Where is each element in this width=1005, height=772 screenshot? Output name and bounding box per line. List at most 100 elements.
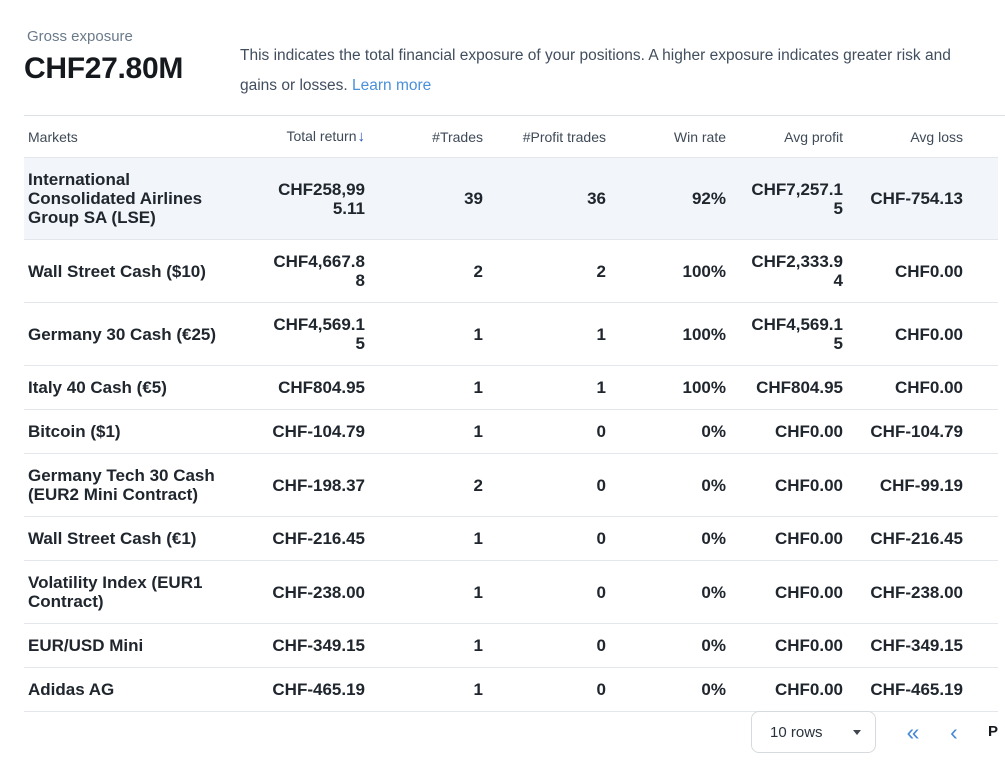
gross-exposure-summary: Gross exposure CHF27.80M This indicates … bbox=[0, 0, 1005, 115]
win-rate-cell: 0% bbox=[614, 560, 734, 624]
win-rate-cell: 0% bbox=[614, 409, 734, 454]
avg-loss-cell: CHF0.00 bbox=[851, 302, 998, 366]
market-name: International Consolidated Airlines Grou… bbox=[24, 157, 254, 240]
trades-cell: 1 bbox=[373, 365, 491, 410]
profit-trades-cell: 1 bbox=[491, 302, 614, 366]
previous-page-button[interactable]: ‹ bbox=[944, 710, 964, 754]
gross-exposure-label: Gross exposure bbox=[27, 28, 133, 45]
profit-trades-cell: 0 bbox=[491, 409, 614, 454]
rows-per-page-value: 10 rows bbox=[770, 723, 823, 741]
description-line-2: gains or losses. Learn more bbox=[240, 77, 432, 94]
avg-profit-cell: CHF0.00 bbox=[734, 623, 851, 668]
rows-per-page-select[interactable]: 10 rows bbox=[751, 711, 876, 753]
avg-loss-cell: CHF-238.00 bbox=[851, 560, 998, 624]
profit-trades-cell: 0 bbox=[491, 623, 614, 668]
avg-loss-cell: CHF-349.15 bbox=[851, 623, 998, 668]
table-row[interactable]: EUR/USD Mini CHF-349.15 1 0 0% CHF0.00 C… bbox=[24, 623, 998, 668]
table-row[interactable]: Wall Street Cash ($10) CHF4,667.88 2 2 1… bbox=[24, 239, 998, 303]
trades-cell: 1 bbox=[373, 667, 491, 712]
win-rate-cell: 100% bbox=[614, 365, 734, 410]
table-row[interactable]: International Consolidated Airlines Grou… bbox=[24, 157, 998, 240]
markets-table: Markets Total return↓ #Trades #Profit trade… bbox=[24, 116, 998, 712]
profit-trades-cell: 0 bbox=[491, 667, 614, 712]
page-label: P bbox=[988, 723, 999, 740]
total-return-cell: CHF4,667.88 bbox=[254, 239, 373, 303]
total-return-cell: CHF-238.00 bbox=[254, 560, 373, 624]
column-header-trades[interactable]: #Trades bbox=[373, 116, 491, 158]
market-name: Volatility Index (EUR1 Contract) bbox=[24, 560, 254, 624]
total-return-cell: CHF-198.37 bbox=[254, 453, 373, 517]
profit-trades-cell: 2 bbox=[491, 239, 614, 303]
avg-profit-cell: CHF0.00 bbox=[734, 409, 851, 454]
avg-loss-cell: CHF-99.19 bbox=[851, 453, 998, 517]
learn-more-link[interactable]: Learn more bbox=[352, 77, 432, 94]
total-return-cell: CHF4,569.15 bbox=[254, 302, 373, 366]
market-name: Wall Street Cash (€1) bbox=[24, 516, 254, 561]
profit-trades-cell: 1 bbox=[491, 365, 614, 410]
avg-loss-cell: CHF-754.13 bbox=[851, 157, 998, 240]
table-row[interactable]: Germany Tech 30 Cash (EUR2 Mini Contract… bbox=[24, 453, 998, 517]
trades-cell: 1 bbox=[373, 623, 491, 668]
market-name: Germany 30 Cash (€25) bbox=[24, 302, 254, 366]
first-page-button[interactable]: « bbox=[900, 710, 926, 754]
market-name: Adidas AG bbox=[24, 667, 254, 712]
avg-profit-cell: CHF7,257.15 bbox=[734, 157, 851, 240]
pagination-bar: 10 rows « ‹ P bbox=[0, 710, 1005, 754]
trades-cell: 1 bbox=[373, 409, 491, 454]
avg-profit-cell: CHF0.00 bbox=[734, 560, 851, 624]
table-row[interactable]: Germany 30 Cash (€25) CHF4,569.15 1 1 10… bbox=[24, 302, 998, 366]
trades-cell: 2 bbox=[373, 453, 491, 517]
profit-trades-cell: 0 bbox=[491, 453, 614, 517]
avg-profit-cell: CHF0.00 bbox=[734, 453, 851, 517]
column-header-win-rate[interactable]: Win rate bbox=[614, 116, 734, 158]
market-name: Wall Street Cash ($10) bbox=[24, 239, 254, 303]
win-rate-cell: 0% bbox=[614, 516, 734, 561]
gross-exposure-description: This indicates the total financial expos… bbox=[240, 41, 951, 101]
trades-cell: 2 bbox=[373, 239, 491, 303]
table-row[interactable]: Adidas AG CHF-465.19 1 0 0% CHF0.00 CHF-… bbox=[24, 667, 998, 712]
table-row[interactable]: Bitcoin ($1) CHF-104.79 1 0 0% CHF0.00 C… bbox=[24, 409, 998, 454]
table-header-row: Markets Total return↓ #Trades #Profit trade… bbox=[24, 116, 998, 158]
total-return-cell: CHF-216.45 bbox=[254, 516, 373, 561]
avg-profit-cell: CHF804.95 bbox=[734, 365, 851, 410]
win-rate-cell: 100% bbox=[614, 302, 734, 366]
table-row[interactable]: Wall Street Cash (€1) CHF-216.45 1 0 0% … bbox=[24, 516, 998, 561]
avg-loss-cell: CHF-216.45 bbox=[851, 516, 998, 561]
trades-cell: 1 bbox=[373, 560, 491, 624]
trades-cell: 1 bbox=[373, 516, 491, 561]
market-name: Bitcoin ($1) bbox=[24, 409, 254, 454]
market-name: EUR/USD Mini bbox=[24, 623, 254, 668]
chevron-down-icon bbox=[853, 729, 861, 735]
avg-loss-cell: CHF-465.19 bbox=[851, 667, 998, 712]
table-row[interactable]: Volatility Index (EUR1 Contract) CHF-238… bbox=[24, 560, 998, 624]
avg-profit-cell: CHF4,569.15 bbox=[734, 302, 851, 366]
column-header-avg-loss[interactable]: Avg loss bbox=[851, 116, 998, 158]
profit-trades-cell: 36 bbox=[491, 157, 614, 240]
column-header-total-return[interactable]: Total return↓ bbox=[254, 116, 373, 158]
total-return-cell: CHF258,995.11 bbox=[254, 157, 373, 240]
total-return-cell: CHF-349.15 bbox=[254, 623, 373, 668]
avg-loss-cell: CHF0.00 bbox=[851, 365, 998, 410]
column-header-profit-trades[interactable]: #Profit trades bbox=[491, 116, 614, 158]
profit-trades-cell: 0 bbox=[491, 560, 614, 624]
total-return-cell: CHF-104.79 bbox=[254, 409, 373, 454]
column-header-markets[interactable]: Markets bbox=[24, 116, 254, 158]
avg-loss-cell: CHF0.00 bbox=[851, 239, 998, 303]
profit-trades-cell: 0 bbox=[491, 516, 614, 561]
market-name: Germany Tech 30 Cash (EUR2 Mini Contract… bbox=[24, 453, 254, 517]
avg-loss-cell: CHF-104.79 bbox=[851, 409, 998, 454]
column-header-avg-profit[interactable]: Avg profit bbox=[734, 116, 851, 158]
avg-profit-cell: CHF0.00 bbox=[734, 516, 851, 561]
trades-cell: 1 bbox=[373, 302, 491, 366]
total-return-cell: CHF804.95 bbox=[254, 365, 373, 410]
section-divider bbox=[24, 115, 1005, 116]
description-line-1: This indicates the total financial expos… bbox=[240, 47, 951, 64]
win-rate-cell: 100% bbox=[614, 239, 734, 303]
win-rate-cell: 0% bbox=[614, 453, 734, 517]
avg-profit-cell: CHF0.00 bbox=[734, 667, 851, 712]
table-row[interactable]: Italy 40 Cash (€5) CHF804.95 1 1 100% CH… bbox=[24, 365, 998, 410]
avg-profit-cell: CHF2,333.94 bbox=[734, 239, 851, 303]
total-return-cell: CHF-465.19 bbox=[254, 667, 373, 712]
market-name: Italy 40 Cash (€5) bbox=[24, 365, 254, 410]
win-rate-cell: 92% bbox=[614, 157, 734, 240]
